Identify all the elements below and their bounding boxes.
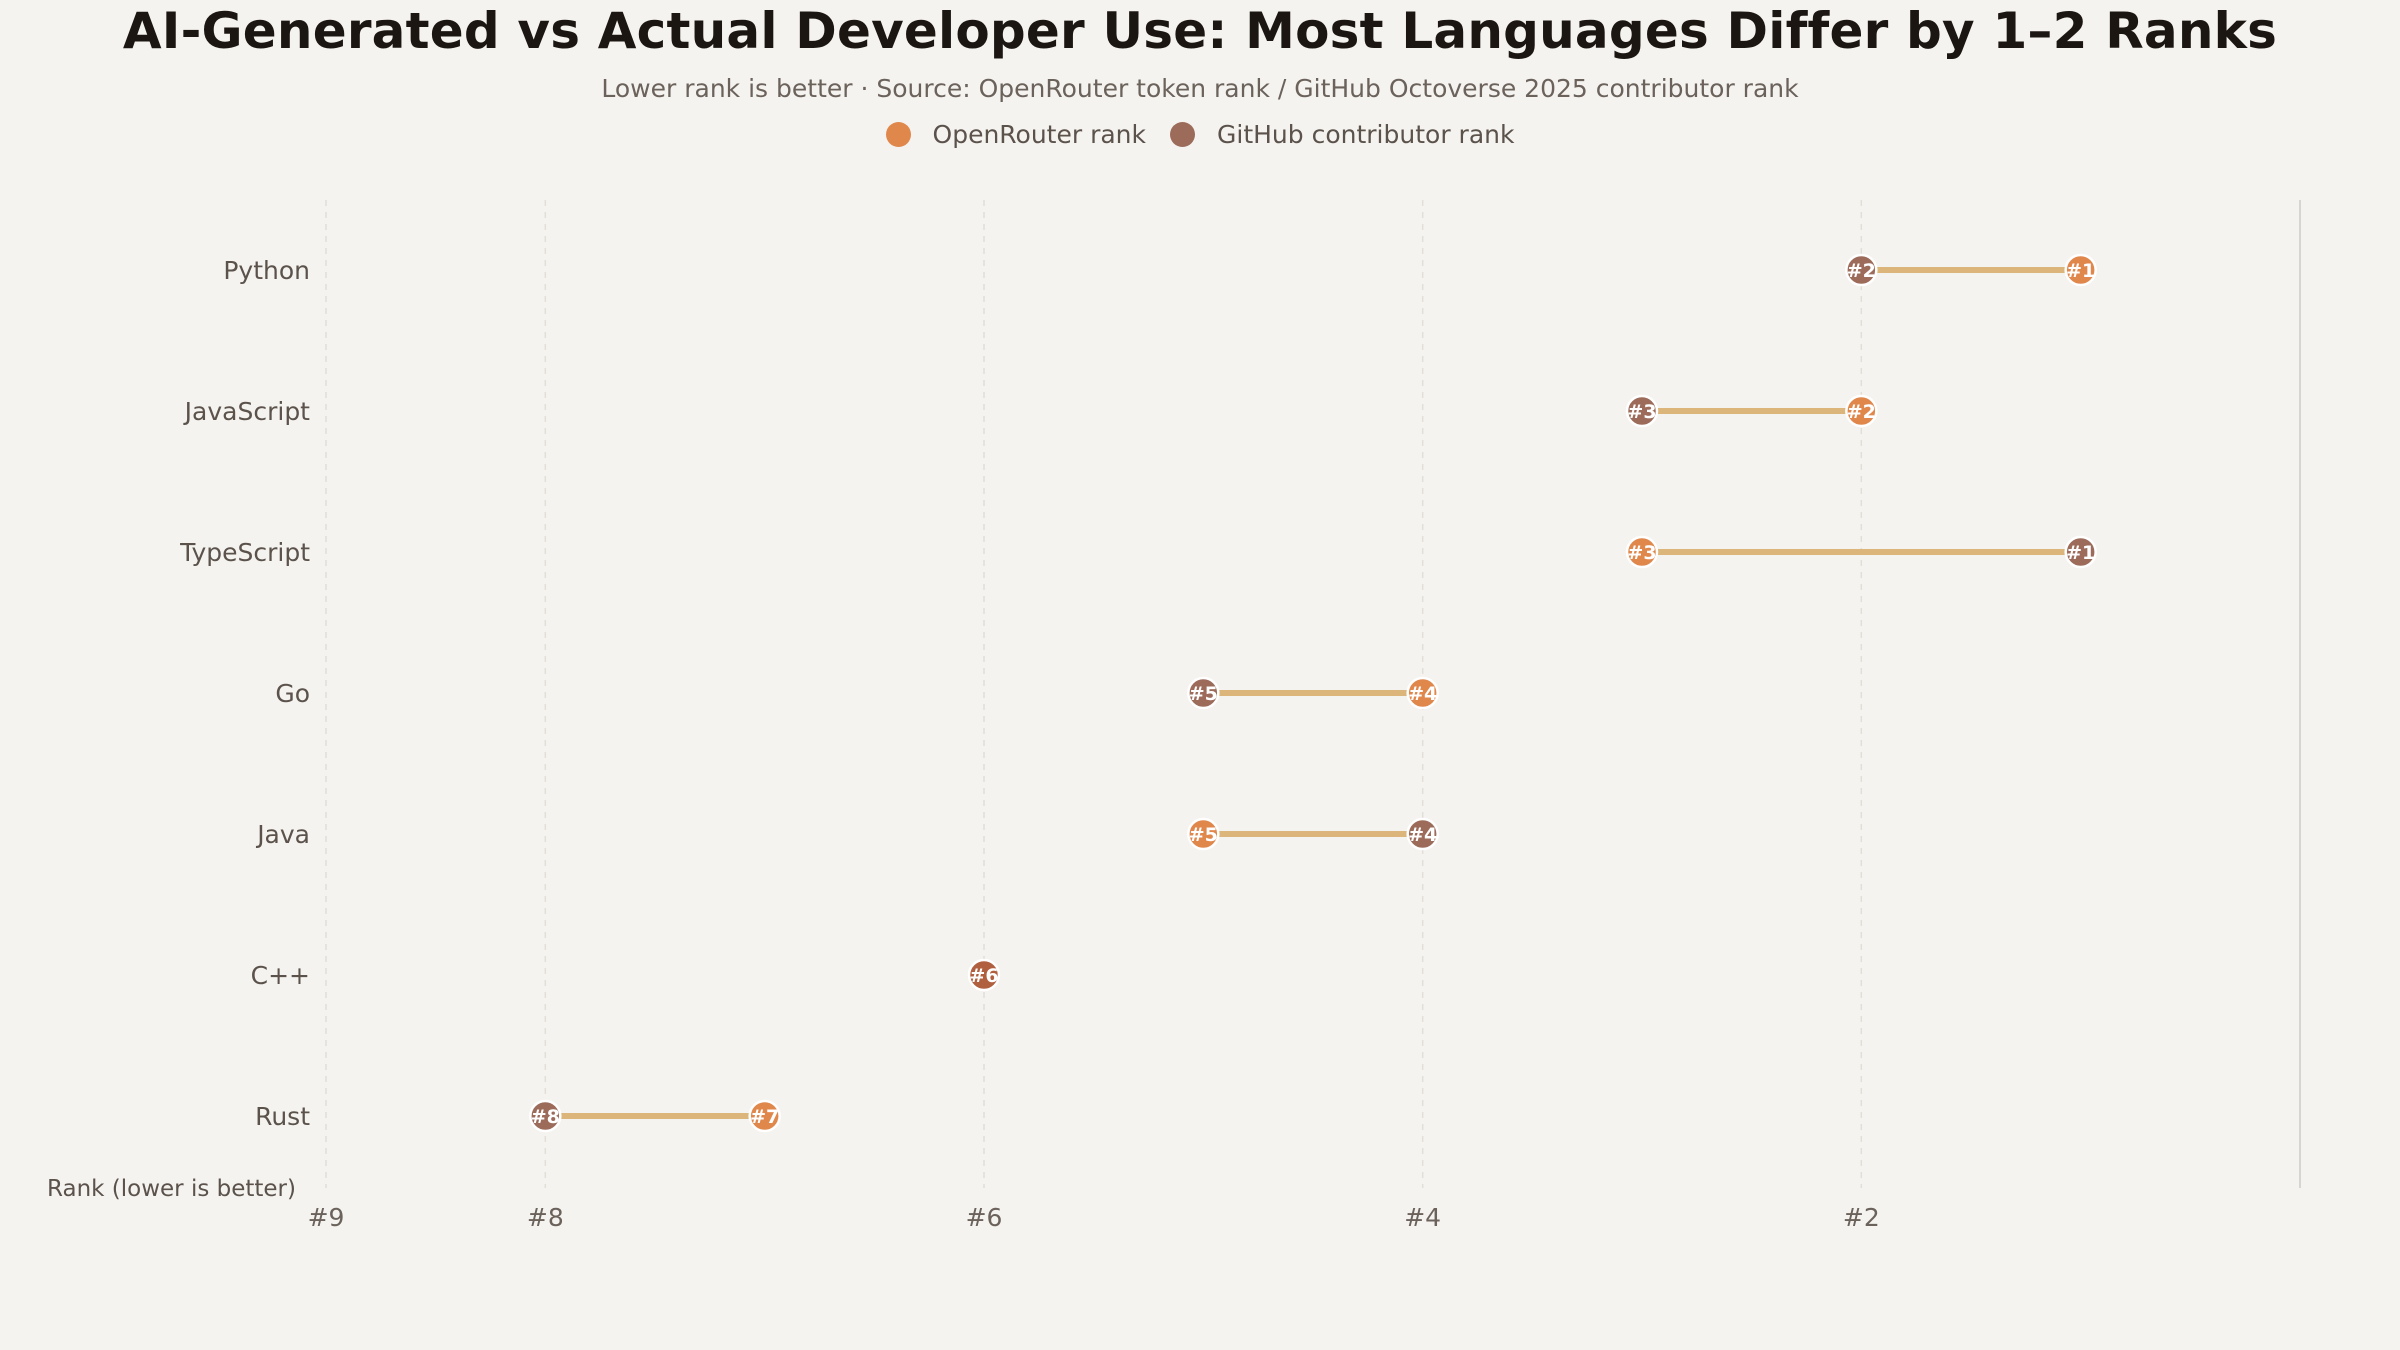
x-axis-label: Rank (lower is better) bbox=[47, 1176, 296, 1202]
legend-swatch-github bbox=[1170, 122, 1196, 147]
point-github bbox=[529, 1099, 562, 1133]
chart-subtitle: Lower rank is better · Source: OpenRoute… bbox=[601, 74, 1799, 103]
point-openrouter-label: #7 bbox=[750, 1106, 779, 1128]
point-github-label: #3 bbox=[1627, 401, 1656, 423]
point-openrouter bbox=[1845, 394, 1878, 428]
point-github bbox=[1406, 817, 1439, 851]
x-tick-label: #4 bbox=[1404, 1203, 1441, 1232]
point-openrouter bbox=[2064, 253, 2097, 287]
x-tick-label: #8 bbox=[527, 1203, 564, 1232]
point-openrouter-label: #5 bbox=[1189, 824, 1218, 846]
point-openrouter bbox=[1406, 676, 1439, 710]
point-github-label: #2 bbox=[1847, 260, 1876, 282]
point-openrouter bbox=[1187, 817, 1220, 851]
legend-swatch-openrouter bbox=[885, 122, 911, 147]
legend-label-github: GitHub contributor rank bbox=[1217, 120, 1515, 149]
point-openrouter-label: #4 bbox=[1408, 683, 1437, 705]
category-label: Rust bbox=[255, 1102, 310, 1131]
point-github-label: #5 bbox=[1189, 683, 1218, 705]
point-github-label: #4 bbox=[1408, 824, 1437, 846]
category-label: JavaScript bbox=[183, 397, 311, 426]
point-github bbox=[1187, 676, 1220, 710]
point-openrouter bbox=[1625, 535, 1659, 569]
legend-label-openrouter: OpenRouter rank bbox=[932, 120, 1147, 149]
category-label: Go bbox=[275, 679, 310, 708]
x-tick-label: #6 bbox=[966, 1203, 1003, 1232]
point-github-label: #1 bbox=[2066, 542, 2095, 564]
legend-item-openrouter: OpenRouter rank bbox=[885, 120, 1147, 149]
x-tick-label: #9 bbox=[308, 1203, 345, 1232]
point-github bbox=[1845, 253, 1878, 287]
category-label: TypeScript bbox=[179, 538, 310, 567]
point-tie-label: #6 bbox=[969, 965, 998, 987]
point-github bbox=[2064, 535, 2097, 569]
chart-title: AI-Generated vs Actual Developer Use: Mo… bbox=[122, 2, 2278, 60]
point-github-label: #8 bbox=[531, 1106, 560, 1128]
legend: OpenRouter rank GitHub contributor rank bbox=[0, 120, 2400, 149]
x-tick-label: #2 bbox=[1843, 1203, 1880, 1232]
point-tie bbox=[967, 958, 1001, 992]
category-label: C++ bbox=[251, 961, 310, 990]
point-openrouter bbox=[748, 1099, 781, 1133]
point-openrouter-label: #3 bbox=[1627, 542, 1656, 564]
point-openrouter-label: #1 bbox=[2066, 260, 2095, 282]
category-label: Java bbox=[255, 820, 310, 849]
legend-item-github: GitHub contributor rank bbox=[1170, 120, 1514, 149]
point-github bbox=[1625, 394, 1659, 428]
category-label: Python bbox=[223, 256, 310, 285]
point-openrouter-label: #2 bbox=[1847, 401, 1876, 423]
